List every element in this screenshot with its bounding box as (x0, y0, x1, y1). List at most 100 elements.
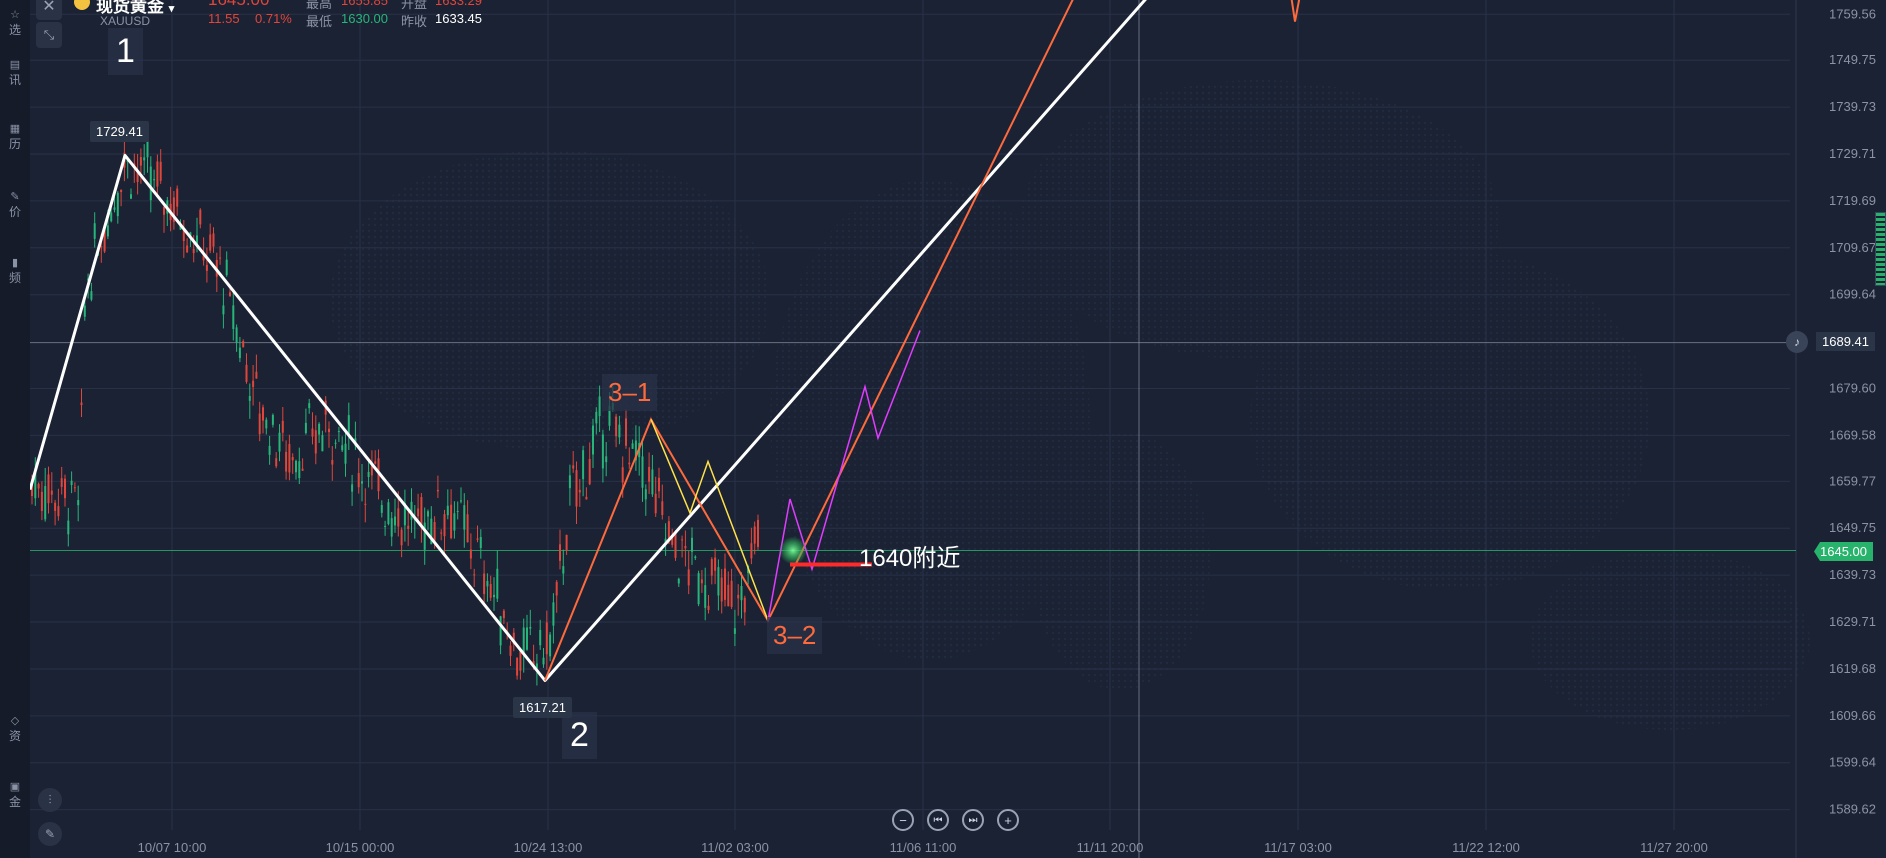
collapse-icon: ⤡ (43, 27, 55, 42)
x-tick-label: 11/11 20:00 (1077, 840, 1144, 855)
y-tick-label: 1619.68 (1829, 661, 1876, 676)
candle-body (318, 423, 321, 435)
price-chart[interactable]: 1759.56 1749.75 1739.73 1729.71 1719.69 1709.… (30, 0, 1886, 858)
candle-body (219, 257, 222, 259)
candle-body (57, 506, 60, 517)
candle-body (351, 484, 354, 492)
candle-body (499, 616, 502, 646)
candle-body (37, 483, 40, 489)
candle-body (281, 420, 284, 433)
world-map-watermark (330, 80, 1810, 730)
candle-body (136, 170, 139, 183)
y-tick-label: 1649.75 (1829, 520, 1876, 535)
candle-body (110, 212, 113, 222)
candle-body (727, 584, 730, 607)
candle-body (542, 657, 545, 665)
chevron-down-icon: ▾ (168, 3, 175, 15)
candle-body (671, 535, 674, 545)
y-tick-label: 1699.64 (1829, 287, 1876, 302)
candle-body (595, 411, 598, 424)
candle-body (493, 594, 495, 598)
candle-body (446, 505, 449, 516)
sidebar: ☆ 选 ▤ 讯 ▦ 历 ✎ 价 ▮ 频 ◇ 资 ▣ 金 (0, 0, 31, 858)
candle-body (588, 458, 591, 485)
collapse-button[interactable]: ⤡ (36, 22, 62, 48)
candle-body (93, 223, 96, 239)
x-axis: 10/07 10:00 10/15 00:00 10/24 13:00 11/02 0… (138, 840, 1708, 855)
candle-body (684, 546, 687, 549)
candle-body (460, 500, 462, 502)
candle-body (400, 529, 403, 546)
candle-body (271, 414, 274, 425)
alert-bell-icon[interactable]: ♪ (1786, 331, 1808, 353)
candle-body (473, 574, 476, 576)
sidebar-item-calendar[interactable]: ▦ 历 (0, 122, 30, 152)
wave-main-line (30, 0, 1147, 682)
candle-body (443, 514, 446, 537)
sidebar-item-watchlist[interactable]: ☆ 选 (0, 8, 30, 38)
candle-body (205, 264, 208, 271)
candle-body (539, 629, 542, 646)
candle-body (552, 602, 555, 626)
sidebar-item-price[interactable]: ✎ 价 (0, 190, 30, 220)
candle-body (433, 522, 436, 541)
candle-body (248, 396, 251, 401)
candle-body (559, 544, 561, 561)
candle-body (172, 197, 175, 222)
candle-body (592, 425, 594, 455)
sidebar-item-news[interactable]: ▤ 讯 (0, 58, 30, 88)
wave-magenta-line (767, 330, 921, 621)
candle-body (519, 651, 522, 671)
candle-body (209, 234, 212, 251)
candle-body (555, 581, 558, 596)
prev-close-value: 1633.45 (435, 11, 482, 26)
candle-body (615, 416, 618, 437)
candle-body (720, 577, 723, 602)
candle-body (387, 502, 390, 525)
y-tick-label: 1669.58 (1829, 427, 1876, 442)
gold-icon: ▣ (9, 781, 21, 793)
candle-body (130, 194, 132, 199)
wave-annotations (30, 0, 1301, 682)
candle-body (605, 456, 608, 463)
live-price-dot (779, 536, 807, 565)
candle-body (661, 501, 664, 516)
sidebar-item-video[interactable]: ▮ 频 (0, 256, 30, 286)
open-value: 1633.29 (435, 0, 482, 8)
candle-body (341, 445, 344, 451)
candle-body (575, 470, 578, 507)
chart-area[interactable]: 1759.56 1749.75 1739.73 1729.71 1719.69 1709.… (30, 0, 1886, 858)
sidebar-item-gold[interactable]: ▣ 金 (0, 780, 30, 810)
candle-body (714, 557, 717, 571)
candle-body (691, 537, 693, 552)
high-label: 最高 (306, 0, 333, 11)
candle-body (440, 532, 443, 534)
news-icon: ▤ (9, 59, 21, 71)
candle-body (163, 206, 165, 215)
candle-body (344, 443, 347, 464)
candle-body (361, 481, 363, 484)
y-tick-label: 1659.77 (1829, 473, 1876, 488)
candle-body (687, 569, 690, 586)
candle-body (80, 402, 83, 406)
y-tick-label: 1749.75 (1829, 52, 1876, 67)
sidebar-item-assets[interactable]: ◇ 资 (0, 714, 30, 744)
zoom-out-button[interactable]: − (892, 809, 914, 831)
zoom-in-button[interactable]: + (997, 809, 1019, 831)
symbol-name[interactable]: 现货黄金 ▾ (96, 0, 175, 16)
indicator-button[interactable]: ⫶ (38, 788, 62, 812)
x-tick-label: 10/07 10:00 (138, 840, 207, 855)
draw-tool-button[interactable]: ✎ (38, 822, 62, 846)
wave-sub-line (544, 0, 1074, 681)
scroll-right-button[interactable]: ⏭ (962, 809, 984, 831)
close-button[interactable]: ✕ (36, 0, 62, 20)
candle-body (120, 189, 123, 193)
candle-body (390, 518, 393, 537)
candle-body (436, 489, 439, 492)
candle-body (730, 580, 733, 607)
candle-body (192, 248, 195, 254)
price-change: 11.55 (208, 11, 240, 26)
scroll-left-button[interactable]: ⏮ (927, 809, 949, 831)
y-tick-label: 1759.56 (1829, 6, 1876, 21)
